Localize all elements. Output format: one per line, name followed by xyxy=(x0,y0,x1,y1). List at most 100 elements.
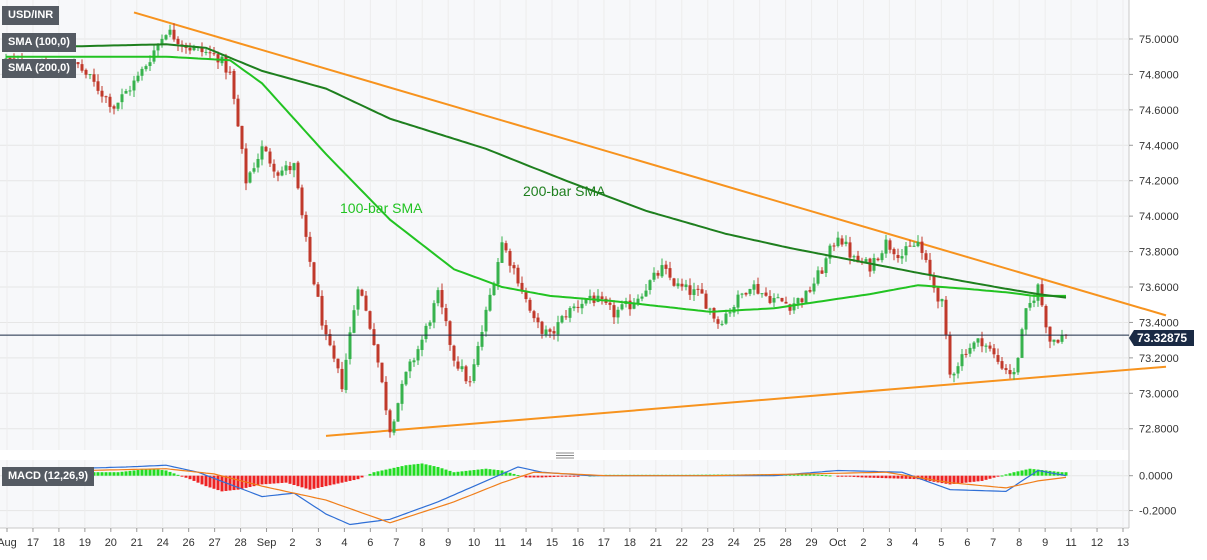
macd-histogram-bar xyxy=(1000,475,1004,477)
candle xyxy=(348,326,352,365)
candle xyxy=(360,288,364,297)
candle-body xyxy=(216,54,220,63)
candle xyxy=(340,361,344,393)
candle-body xyxy=(368,311,372,329)
macd-plot-area[interactable] xyxy=(0,460,1129,528)
x-tick-label: 3 xyxy=(886,537,892,549)
macd-histogram-bar xyxy=(288,475,292,484)
y-tick-label: 72.8000 xyxy=(1139,424,1179,436)
candle xyxy=(684,279,688,291)
candle-body xyxy=(400,383,404,404)
macd-histogram-bar xyxy=(984,475,988,480)
candle xyxy=(968,343,972,357)
sma100-legend[interactable]: SMA (100,0) xyxy=(2,33,76,52)
candle xyxy=(300,184,304,219)
candle-body xyxy=(660,265,664,277)
candle-body xyxy=(600,296,604,300)
candle-body xyxy=(720,323,724,325)
candle xyxy=(616,306,620,324)
macd-histogram-bar xyxy=(560,475,564,477)
candle-body xyxy=(784,301,788,304)
candle-body xyxy=(320,295,324,326)
candle-body xyxy=(1052,339,1056,342)
candle-body xyxy=(428,322,432,326)
macd-histogram-bar xyxy=(320,475,324,488)
x-tick-label: 12 xyxy=(1091,537,1103,549)
macd-histogram-bar xyxy=(228,475,232,491)
macd-histogram-bar xyxy=(980,475,984,481)
macd-histogram-bar xyxy=(412,464,416,476)
candle xyxy=(992,344,996,359)
sma200-legend[interactable]: SMA (200,0) xyxy=(2,59,76,78)
macd-histogram-bar xyxy=(1020,470,1024,476)
candle-body xyxy=(776,297,780,299)
candle-body xyxy=(468,381,472,383)
candlesticks xyxy=(4,23,1068,438)
candle-body xyxy=(552,331,556,334)
candle xyxy=(500,236,504,264)
macd-legend-label: MACD (12,26,9) xyxy=(8,470,89,482)
macd-histogram-bar xyxy=(256,475,260,486)
macd-histogram-bar xyxy=(464,470,468,476)
candle xyxy=(444,303,448,327)
candle xyxy=(844,235,848,247)
macd-histogram-bar xyxy=(304,475,308,489)
x-tick-label: 16 xyxy=(572,537,584,549)
candle-body xyxy=(300,187,304,216)
candle-body xyxy=(884,239,888,254)
symbol-tag[interactable]: USD/INR xyxy=(2,6,60,25)
macd-histogram-bar xyxy=(152,469,156,476)
candle-body xyxy=(812,283,816,292)
candle-body xyxy=(584,298,588,304)
candle-body xyxy=(264,146,268,152)
candle xyxy=(964,349,968,358)
macd-histogram-bar xyxy=(120,471,124,476)
candle xyxy=(132,75,136,97)
macd-histogram-bar xyxy=(504,471,508,476)
macd-histogram-bar xyxy=(936,475,940,483)
macd-histogram-bar xyxy=(336,475,340,484)
macd-histogram-bar xyxy=(900,475,904,479)
candle-body xyxy=(916,241,920,247)
macd-histogram-bar xyxy=(168,471,172,476)
macd-histogram-bar xyxy=(300,475,304,488)
price-plot-area[interactable] xyxy=(0,0,1129,450)
candle-body xyxy=(644,290,648,297)
candle xyxy=(588,289,592,304)
candle xyxy=(876,257,880,262)
pane-resize-handle[interactable] xyxy=(552,452,576,459)
x-tick-label: 27 xyxy=(209,537,221,549)
candle-body xyxy=(608,302,612,305)
macd-histogram-bar xyxy=(476,469,480,476)
x-tick-label: 4 xyxy=(341,537,347,549)
candle-body xyxy=(376,344,380,363)
candle-body xyxy=(312,262,316,285)
candle xyxy=(584,298,588,306)
candle xyxy=(564,309,568,320)
candle xyxy=(284,160,288,176)
macd-histogram-bar xyxy=(340,475,344,483)
macd-histogram-bar xyxy=(428,465,432,476)
candle-body xyxy=(168,29,172,35)
candle-body xyxy=(724,313,728,324)
candle-body xyxy=(900,256,904,259)
candle-body xyxy=(896,254,900,259)
candle-body xyxy=(628,300,632,310)
macd-legend[interactable]: MACD (12,26,9) xyxy=(2,467,95,486)
candle xyxy=(760,292,764,298)
macd-histogram-bar xyxy=(964,475,968,483)
candle-body xyxy=(948,334,952,375)
candle xyxy=(536,313,540,329)
candle xyxy=(748,288,752,297)
x-tick-label: 14 xyxy=(520,537,532,549)
candle xyxy=(408,359,412,379)
candle-body xyxy=(252,168,256,172)
candle-body xyxy=(136,75,140,82)
candle xyxy=(776,293,780,299)
candle xyxy=(140,66,144,81)
candle xyxy=(356,286,360,316)
candle-body xyxy=(572,306,576,309)
macd-histogram-bar xyxy=(572,475,576,477)
macd-histogram-bar xyxy=(396,466,400,476)
